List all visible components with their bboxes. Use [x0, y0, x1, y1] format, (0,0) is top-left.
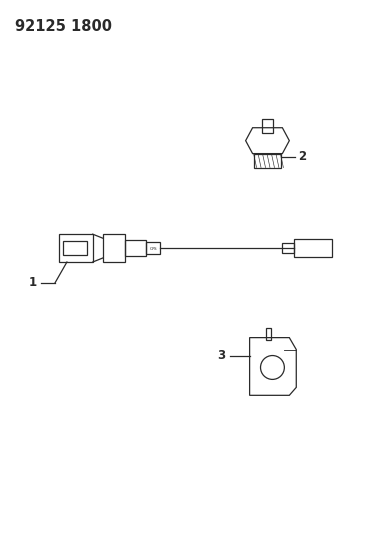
Bar: [124, 240, 146, 256]
Bar: [262, 119, 273, 133]
Text: 92125 1800: 92125 1800: [15, 19, 112, 34]
Bar: [146, 242, 160, 254]
Bar: [282, 243, 294, 253]
Text: 1: 1: [29, 277, 37, 289]
Text: 2: 2: [298, 150, 307, 163]
Bar: [266, 328, 271, 340]
Text: 3: 3: [218, 349, 226, 362]
Bar: [254, 154, 281, 167]
Bar: [103, 234, 124, 262]
Bar: [63, 241, 87, 255]
Bar: [294, 239, 332, 257]
Text: O/S: O/S: [149, 247, 157, 251]
Bar: [59, 234, 93, 262]
